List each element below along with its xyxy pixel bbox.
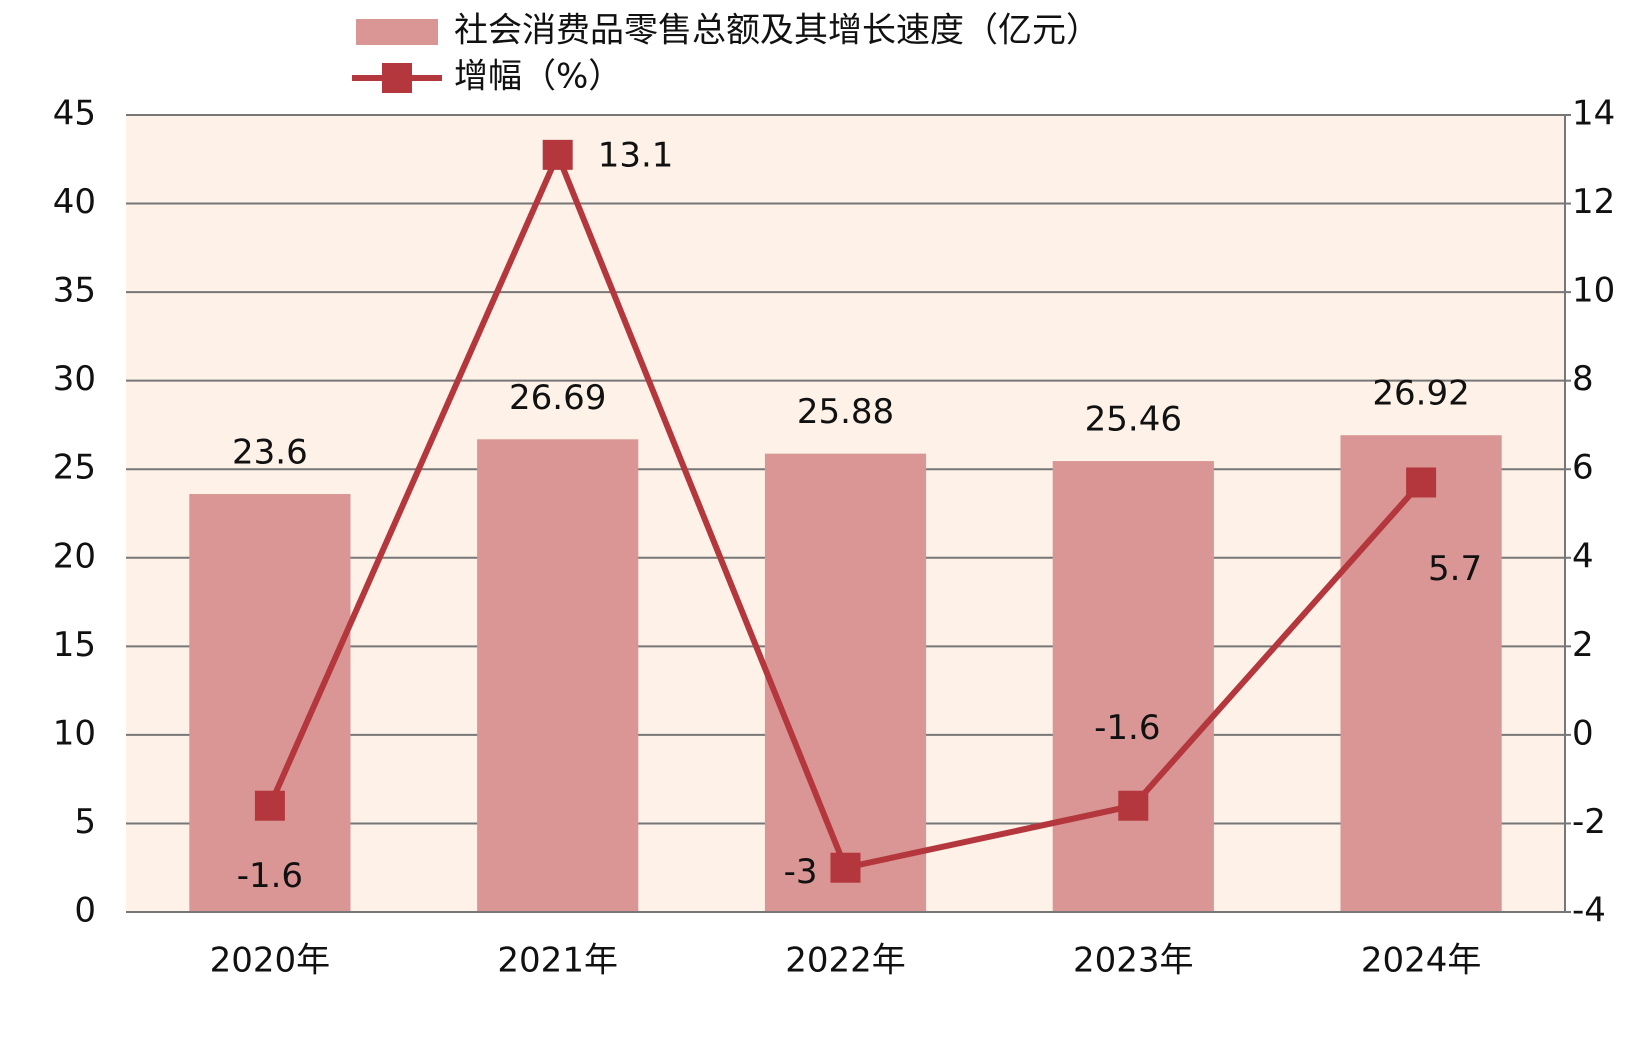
legend-swatch bbox=[356, 19, 438, 45]
legend-swatch bbox=[382, 63, 412, 93]
line-marker bbox=[830, 852, 861, 883]
y2-tick-label: 14 bbox=[1572, 94, 1615, 134]
bar-value-label: 26.69 bbox=[509, 378, 606, 418]
bar bbox=[477, 439, 639, 912]
line-value-label: -3 bbox=[784, 852, 818, 892]
line-value-label: -1.6 bbox=[1094, 708, 1160, 748]
y2-tick-label: 8 bbox=[1572, 359, 1594, 399]
y2-tick-label: 6 bbox=[1572, 448, 1594, 488]
y2-tick-label: 10 bbox=[1572, 271, 1615, 311]
y-tick-label: 40 bbox=[53, 182, 96, 222]
line-value-label: -1.6 bbox=[237, 856, 303, 896]
bar-value-label: 25.88 bbox=[797, 392, 894, 432]
y-tick-label: 15 bbox=[53, 625, 96, 665]
line-marker bbox=[254, 790, 285, 821]
x-tick-label: 2021年 bbox=[497, 941, 618, 981]
y2-tick-label: -4 bbox=[1572, 891, 1606, 931]
y-tick-label: 20 bbox=[53, 536, 96, 576]
legend-label: 社会消费品零售总额及其增长速度（亿元） bbox=[454, 11, 1100, 51]
bar bbox=[189, 494, 351, 912]
y-tick-label: 10 bbox=[53, 713, 96, 753]
y-tick-label: 5 bbox=[74, 802, 96, 842]
x-tick-label: 2024年 bbox=[1361, 941, 1482, 981]
y-tick-label: 30 bbox=[53, 359, 96, 399]
legend-label: 增幅（%） bbox=[454, 57, 622, 97]
y-tick-label: 0 bbox=[74, 891, 96, 931]
x-tick-label: 2022年 bbox=[785, 941, 906, 981]
x-tick-label: 2023年 bbox=[1073, 941, 1194, 981]
y-tick-label: 35 bbox=[53, 271, 96, 311]
y2-tick-label: 2 bbox=[1572, 625, 1594, 665]
y2-tick-label: 12 bbox=[1572, 182, 1615, 222]
bar bbox=[1052, 461, 1214, 912]
bar-value-label: 25.46 bbox=[1085, 400, 1182, 440]
y2-tick-label: -2 bbox=[1572, 802, 1606, 842]
y-tick-label: 45 bbox=[53, 94, 96, 134]
line-value-label: 5.7 bbox=[1428, 549, 1482, 589]
line-marker bbox=[1118, 790, 1149, 821]
bar bbox=[1340, 435, 1502, 912]
line-value-label: 13.1 bbox=[598, 135, 674, 175]
line-marker bbox=[542, 139, 573, 170]
bar-value-label: 26.92 bbox=[1372, 374, 1469, 414]
x-tick-label: 2020年 bbox=[210, 941, 331, 981]
y2-tick-label: 0 bbox=[1572, 713, 1594, 753]
bar bbox=[764, 453, 927, 912]
y-tick-label: 25 bbox=[53, 448, 96, 488]
line-marker bbox=[1406, 467, 1437, 498]
bar-value-label: 23.6 bbox=[232, 433, 308, 473]
y2-tick-label: 4 bbox=[1572, 536, 1594, 576]
